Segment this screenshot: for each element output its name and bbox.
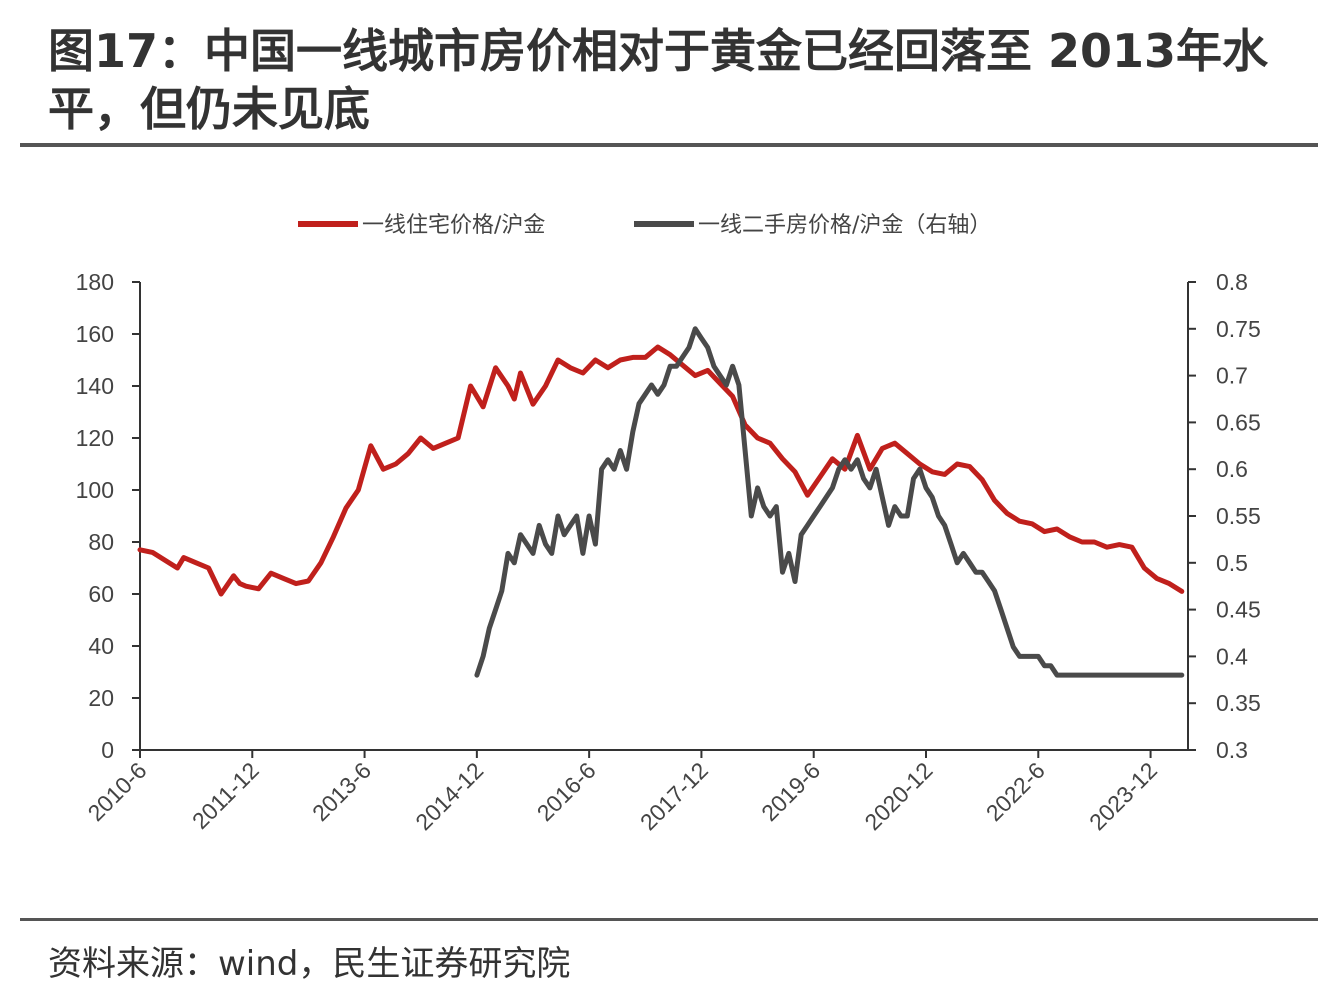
x-tick-label: 2010-6 (83, 757, 152, 826)
left-y-tick-label: 160 (76, 321, 114, 347)
x-tick-label: 2019-6 (756, 757, 825, 826)
x-tick-label: 2022-6 (981, 757, 1050, 826)
x-tick-label: 2023-12 (1084, 757, 1162, 835)
x-tick-label: 2013-6 (307, 757, 376, 826)
right-y-tick-label: 0.4 (1216, 643, 1248, 669)
x-tick-label: 2016-6 (532, 757, 601, 826)
title-divider (20, 143, 1318, 147)
series-line-secondhand-gold (474, 326, 1185, 678)
left-y-tick-label: 0 (101, 737, 114, 763)
right-y-tick-label: 0.6 (1216, 456, 1248, 482)
chart-title: 图17：中国一线城市房价相对于黄金已经回落至 2013年水平，但仍未见底 (48, 24, 1269, 136)
plot-area (137, 326, 1185, 678)
legend-label-series1: 一线住宅价格/沪金 (362, 213, 545, 238)
x-tick-label: 2017-12 (635, 757, 713, 835)
series-line-residential-gold (137, 344, 1185, 597)
footer-divider (20, 918, 1318, 921)
right-y-tick-label: 0.5 (1216, 550, 1248, 576)
left-y-tick-label: 140 (76, 373, 114, 399)
right-y-tick-label: 0.45 (1216, 597, 1261, 623)
x-tick-label: 2014-12 (410, 757, 488, 835)
left-y-tick-label: 20 (88, 685, 114, 711)
left-y-tick-label: 100 (76, 477, 114, 503)
source-note: 资料来源：wind，民生证券研究院 (48, 944, 571, 984)
legend-label-series2: 一线二手房价格/沪金（右轴） (698, 213, 991, 238)
x-tick-label: 2011-12 (187, 757, 264, 834)
x-tick-label: 2020-12 (859, 757, 937, 835)
right-y-tick-label: 0.65 (1216, 409, 1261, 435)
legend: 一线住宅价格/沪金 一线二手房价格/沪金（右轴） (298, 213, 991, 238)
right-y-tick-label: 0.55 (1216, 503, 1261, 529)
left-y-tick-label: 80 (88, 529, 114, 555)
left-y-tick-label: 120 (76, 425, 114, 451)
right-y-tick-label: 0.3 (1216, 737, 1248, 763)
left-y-tick-label: 60 (88, 581, 114, 607)
right-y-tick-label: 0.75 (1216, 316, 1261, 342)
right-y-tick-label: 0.7 (1216, 363, 1248, 389)
right-y-tick-label: 0.8 (1216, 269, 1248, 295)
right-y-tick-label: 0.35 (1216, 690, 1261, 716)
left-y-tick-label: 40 (88, 633, 114, 659)
left-y-tick-label: 180 (76, 269, 114, 295)
